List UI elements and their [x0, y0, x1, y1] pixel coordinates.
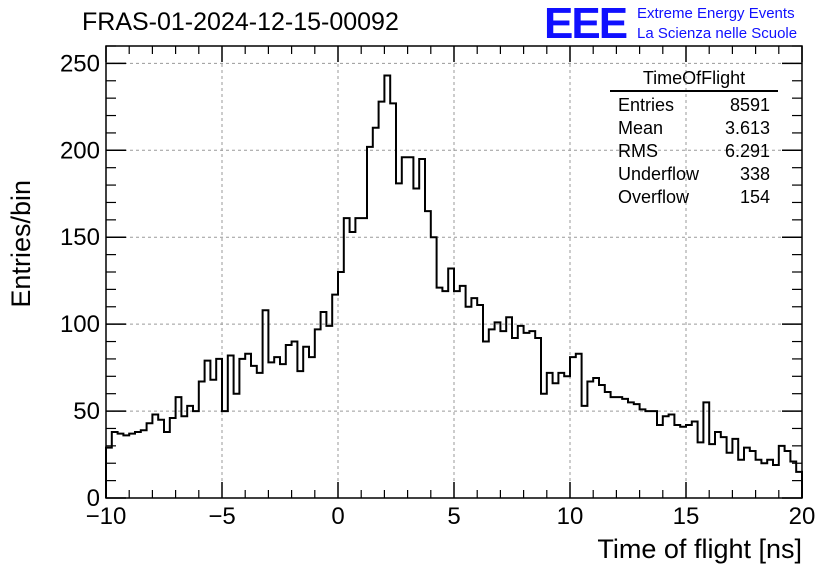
y-tick-label: 150 [60, 224, 100, 251]
stats-value: 8591 [729, 95, 770, 115]
x-tick-label: 0 [331, 503, 344, 530]
x-axis-label: Time of flight [ns] [597, 534, 802, 564]
stats-row-mean: Mean 3.613 [610, 117, 778, 140]
x-tick-label: 15 [673, 503, 700, 530]
x-tick-label: 20 [789, 503, 816, 530]
stats-label: Mean [618, 118, 664, 138]
logo-line-2: La Scienza nelle Scuole [637, 25, 798, 42]
stats-row-overflow: Overflow 154 [610, 186, 778, 209]
x-tick-label: −5 [208, 503, 235, 530]
stats-row-underflow: Underflow 338 [610, 163, 778, 186]
eee-logo: EEE [544, 0, 628, 48]
stats-box: TimeOfFlight Entries 8591 Mean 3.613 RMS… [610, 68, 778, 209]
stats-label: RMS [618, 141, 658, 161]
stats-row-entries: Entries 8591 [610, 94, 778, 117]
logo-line-1: Extreme Energy Events [637, 5, 795, 22]
stats-value: 154 [739, 187, 770, 207]
y-tick-label: 100 [60, 311, 100, 338]
x-tick-label: 5 [447, 503, 460, 530]
x-tick-label: −10 [86, 503, 127, 530]
stats-row-rms: RMS 6.291 [610, 140, 778, 163]
stats-value: 338 [739, 164, 770, 184]
chart-title: FRAS-01-2024-12-15-00092 [82, 8, 399, 36]
y-axis-label: Entries/bin [6, 180, 36, 308]
histogram-series [105, 74, 803, 498]
stats-label: Entries [618, 95, 675, 115]
y-tick-label: 250 [60, 50, 100, 77]
stats-value: 3.613 [724, 118, 770, 138]
y-tick-label: 0 [87, 485, 100, 512]
stats-title: TimeOfFlight [610, 68, 778, 92]
y-tick-label: 200 [60, 137, 100, 164]
stats-label: Underflow [618, 164, 700, 184]
stats-value: 6.291 [724, 141, 770, 161]
y-tick-label: 50 [73, 398, 100, 425]
stats-label: Overflow [618, 187, 690, 207]
x-tick-label: 10 [557, 503, 584, 530]
